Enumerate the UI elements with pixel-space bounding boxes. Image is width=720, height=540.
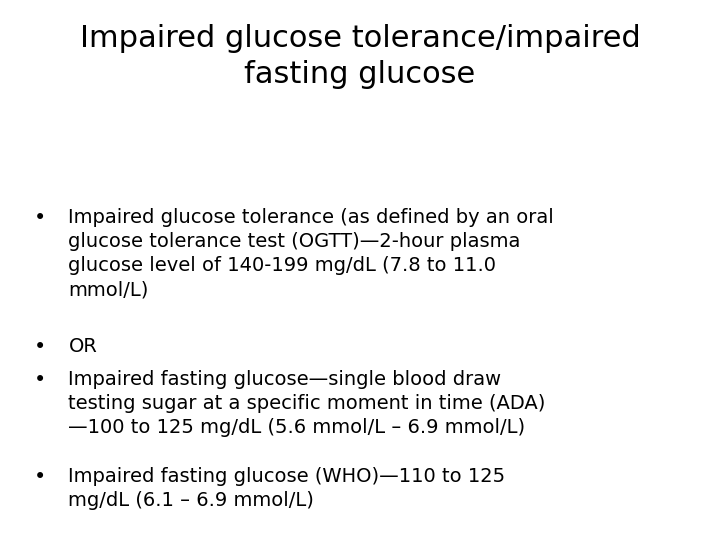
Text: Impaired glucose tolerance/impaired
fasting glucose: Impaired glucose tolerance/impaired fast… xyxy=(80,24,640,89)
Text: Impaired fasting glucose (WHO)—110 to 125
mg/dL (6.1 – 6.9 mmol/L): Impaired fasting glucose (WHO)—110 to 12… xyxy=(68,467,505,510)
Text: •: • xyxy=(33,370,46,390)
Text: OR: OR xyxy=(68,338,97,356)
Text: •: • xyxy=(33,467,46,487)
Text: Impaired glucose tolerance (as defined by an oral
glucose tolerance test (OGTT)—: Impaired glucose tolerance (as defined b… xyxy=(68,208,554,300)
Text: •: • xyxy=(33,338,46,357)
Text: •: • xyxy=(33,208,46,228)
Text: Impaired fasting glucose—single blood draw
testing sugar at a specific moment in: Impaired fasting glucose—single blood dr… xyxy=(68,370,546,437)
